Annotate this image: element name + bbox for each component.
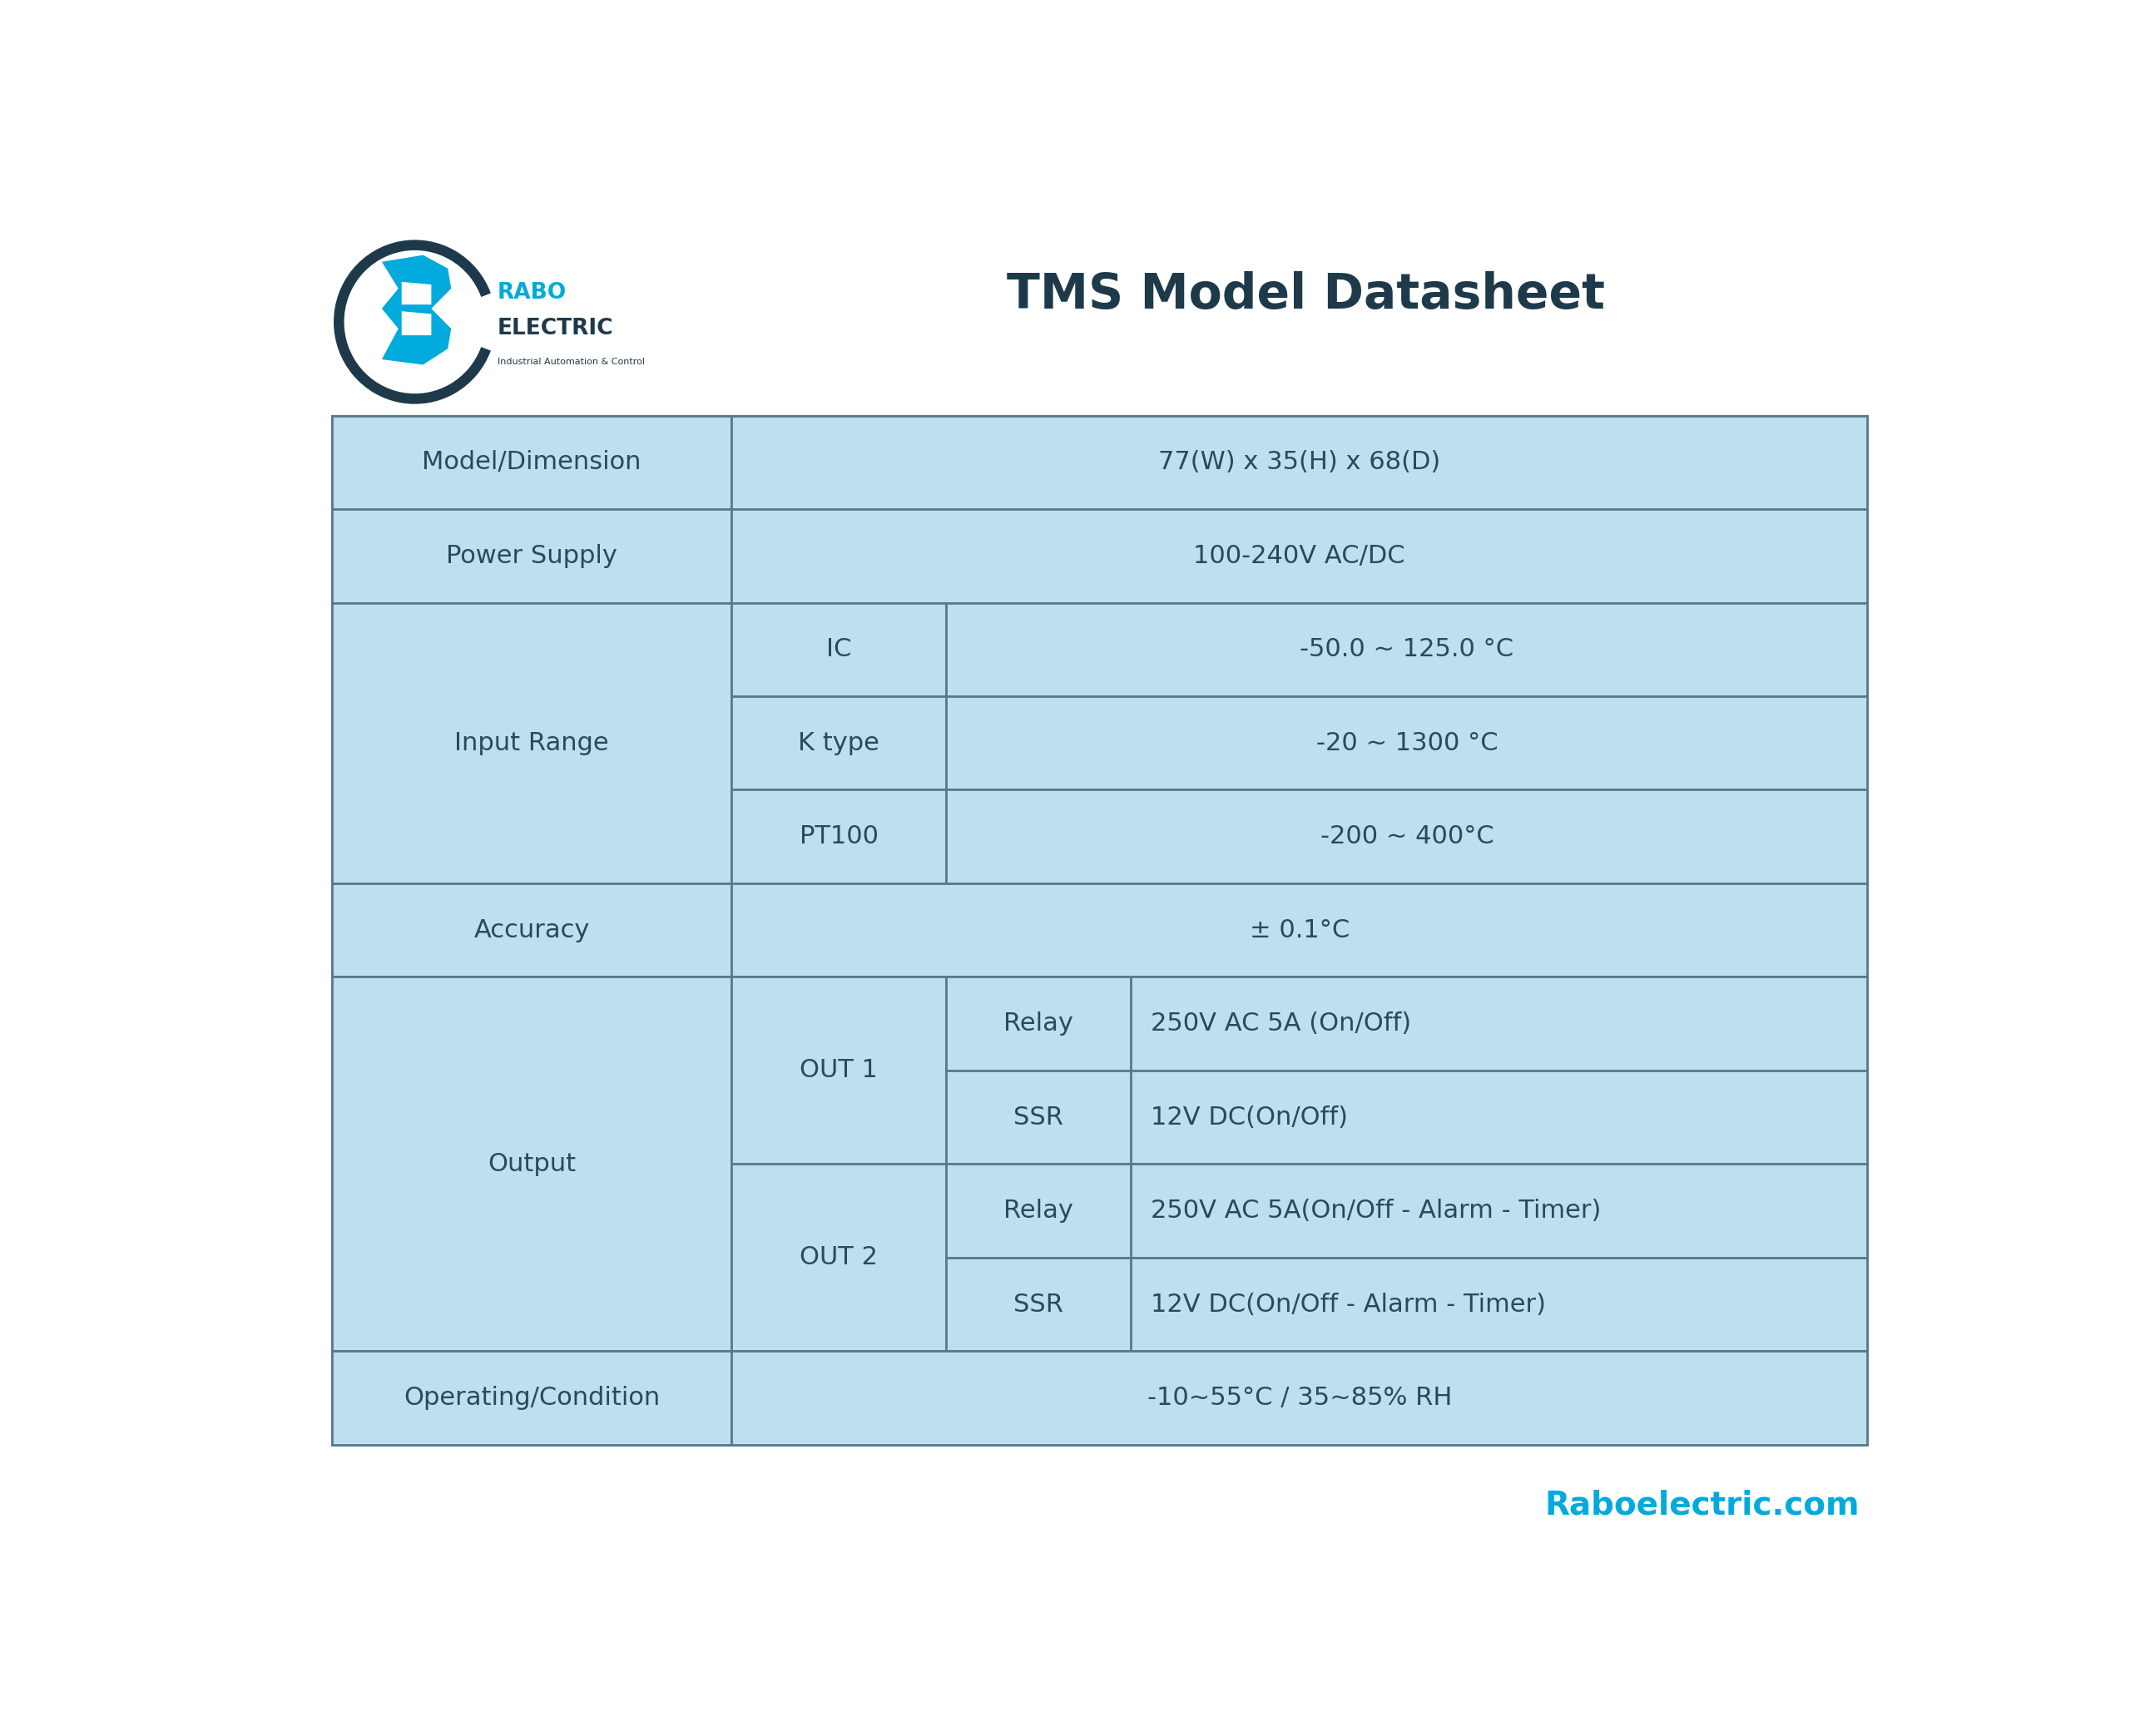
Text: Output: Output [488, 1153, 575, 1175]
Bar [1131, 1165, 1868, 1257]
Text: OUT 1: OUT 1 [801, 1059, 878, 1083]
Text: Relay: Relay [1003, 1012, 1074, 1036]
Bar [1131, 977, 1868, 1071]
Text: 250V AC 5A (On/Off): 250V AC 5A (On/Off) [1150, 1012, 1410, 1036]
Bar [731, 696, 946, 790]
Text: SSR: SSR [1014, 1292, 1063, 1316]
Bar [731, 1165, 946, 1351]
Text: -200 ~ 400°C: -200 ~ 400°C [1321, 825, 1493, 849]
Bar [946, 1165, 1131, 1257]
Text: Model/Dimension: Model/Dimension [422, 450, 641, 474]
Text: Operating/Condition: Operating/Condition [403, 1385, 660, 1410]
Bar [332, 509, 731, 602]
Bar [946, 977, 1131, 1071]
Bar [731, 790, 946, 884]
Bar [731, 1351, 1868, 1444]
Bar [1131, 1257, 1868, 1351]
Bar [332, 884, 731, 977]
Text: 12V DC(On/Off - Alarm - Timer): 12V DC(On/Off - Alarm - Timer) [1150, 1292, 1546, 1316]
Bar [731, 602, 946, 696]
Bar [946, 790, 1868, 884]
Text: -20 ~ 1300 °C: -20 ~ 1300 °C [1316, 731, 1497, 755]
Polygon shape [403, 281, 430, 304]
Bar [332, 415, 1868, 1444]
Bar [332, 415, 731, 509]
Bar [731, 509, 1868, 602]
Text: Input Range: Input Range [454, 731, 609, 755]
Polygon shape [403, 311, 430, 335]
Bar [731, 884, 1868, 977]
Bar [946, 602, 1868, 696]
Text: RABO: RABO [498, 281, 567, 304]
Text: PT100: PT100 [799, 825, 878, 849]
Text: Accuracy: Accuracy [473, 918, 590, 943]
Text: ± 0.1°C: ± 0.1°C [1250, 918, 1350, 943]
Bar [332, 1351, 731, 1444]
Text: 100-240V AC/DC: 100-240V AC/DC [1193, 543, 1406, 568]
Text: -10~55°C / 35~85% RH: -10~55°C / 35~85% RH [1148, 1385, 1453, 1410]
Text: Industrial Automation & Control: Industrial Automation & Control [498, 358, 645, 366]
Bar [946, 696, 1868, 790]
Text: ELECTRIC: ELECTRIC [498, 318, 613, 340]
Text: 250V AC 5A(On/Off - Alarm - Timer): 250V AC 5A(On/Off - Alarm - Timer) [1150, 1200, 1602, 1222]
Text: 12V DC(On/Off): 12V DC(On/Off) [1150, 1106, 1348, 1130]
Bar [332, 977, 731, 1351]
Bar [731, 977, 946, 1165]
Text: -50.0 ~ 125.0 °C: -50.0 ~ 125.0 °C [1299, 637, 1514, 661]
Bar [1131, 1071, 1868, 1165]
Bar [946, 1257, 1131, 1351]
Bar [332, 602, 731, 884]
Text: SSR: SSR [1014, 1106, 1063, 1130]
Bar [731, 415, 1868, 509]
Text: OUT 2: OUT 2 [801, 1246, 878, 1269]
Text: IC: IC [826, 637, 852, 661]
Text: Relay: Relay [1003, 1200, 1074, 1222]
Text: Power Supply: Power Supply [445, 543, 618, 568]
Text: K type: K type [799, 731, 880, 755]
Bar [946, 1071, 1131, 1165]
Polygon shape [381, 255, 452, 365]
Text: Raboelectric.com: Raboelectric.com [1544, 1489, 1859, 1521]
Text: 77(W) x 35(H) x 68(D): 77(W) x 35(H) x 68(D) [1159, 450, 1440, 474]
Text: TMS Model Datasheet: TMS Model Datasheet [1007, 271, 1606, 319]
